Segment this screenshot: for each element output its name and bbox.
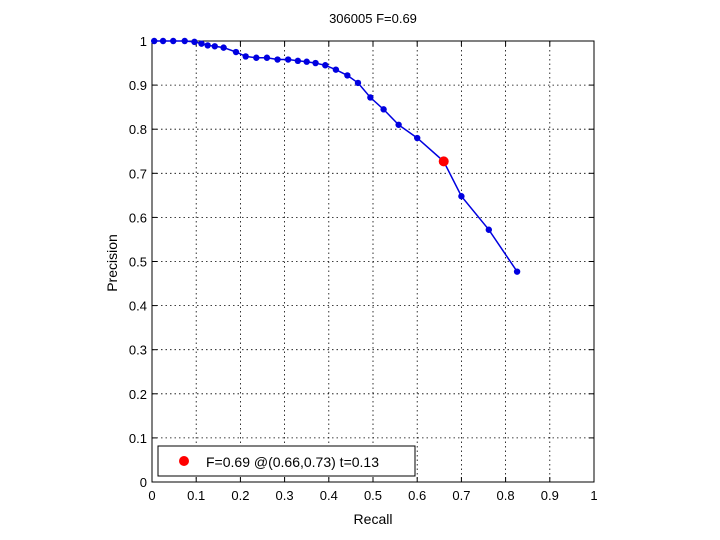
x-tick-label: 0.8 (497, 488, 515, 503)
x-tick-label: 0 (148, 488, 155, 503)
data-point (232, 48, 240, 56)
data-point (159, 37, 167, 45)
legend: F=0.69 @(0.66,0.73) t=0.13 (157, 445, 416, 477)
data-point (344, 72, 351, 79)
legend-marker (179, 456, 189, 466)
data-point (354, 79, 362, 87)
pr-series (151, 37, 521, 275)
y-tick-label: 0.7 (129, 166, 147, 181)
x-tick-label: 0.9 (541, 488, 559, 503)
y-tick-label: 1 (140, 34, 147, 49)
y-axis-label: Precision (104, 234, 120, 292)
legend-label: F=0.69 @(0.66,0.73) t=0.13 (206, 454, 379, 470)
data-point (170, 37, 177, 45)
data-point (332, 66, 340, 73)
data-point (380, 106, 387, 113)
axis-ticks: 0 0.1 0.2 0.3 0.4 0.5 0.6 0.7 0.8 0.9 1 0 0.1 0.2 0.3 0… (129, 34, 598, 503)
data-point (395, 121, 402, 128)
x-tick-label: 0.7 (452, 488, 470, 503)
best-f-point (438, 156, 449, 167)
y-tick-label: 0.1 (129, 431, 147, 446)
data-point (204, 42, 211, 49)
data-point (414, 134, 421, 142)
data-point (274, 56, 281, 63)
data-point (513, 268, 521, 275)
data-point (284, 56, 292, 63)
data-point (312, 59, 319, 67)
y-tick-label: 0.6 (129, 210, 147, 225)
data-point (294, 57, 302, 65)
data-point (211, 43, 218, 50)
x-tick-label: 0.1 (187, 488, 205, 503)
y-tick-label: 0.5 (129, 255, 147, 270)
y-tick-label: 0.9 (129, 78, 147, 93)
legend-box (157, 445, 416, 477)
x-tick-label: 0.2 (231, 488, 249, 503)
data-point (322, 62, 329, 69)
data-point (253, 54, 260, 61)
data-point (198, 40, 205, 47)
grid-lines (152, 41, 594, 482)
chart-title: 306005 F=0.69 (329, 11, 417, 26)
y-tick-label: 0 (140, 475, 147, 490)
data-point (242, 53, 249, 60)
best-f-marker (438, 156, 449, 167)
x-tick-label: 1 (590, 488, 597, 503)
x-axis-label: Recall (354, 511, 393, 527)
data-point (367, 94, 374, 101)
data-point (181, 37, 188, 45)
data-point (303, 58, 310, 65)
y-tick-label: 0.2 (129, 387, 147, 402)
data-point (485, 226, 493, 233)
y-tick-label: 0.3 (129, 343, 147, 358)
data-point (191, 38, 198, 46)
x-tick-label: 0.6 (408, 488, 426, 503)
data-point (263, 54, 271, 61)
x-tick-label: 0.3 (276, 488, 294, 503)
data-point (458, 193, 465, 200)
data-point (151, 37, 158, 45)
x-tick-label: 0.4 (320, 488, 338, 503)
x-tick-label: 0.5 (364, 488, 382, 503)
y-tick-label: 0.8 (129, 122, 147, 137)
data-point (220, 44, 227, 51)
y-tick-label: 0.4 (129, 299, 147, 314)
